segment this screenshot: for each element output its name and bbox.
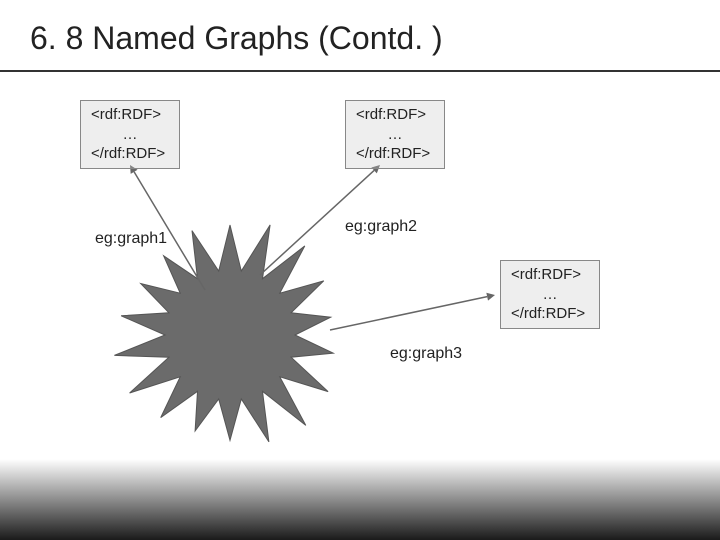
arrows-group bbox=[130, 165, 495, 330]
rdf-line: … bbox=[91, 125, 169, 145]
rdf-line: … bbox=[356, 125, 434, 145]
rdf-box-1: <rdf:RDF> … </rdf:RDF> bbox=[80, 100, 180, 169]
rdf-box-3: <rdf:RDF> … </rdf:RDF> bbox=[500, 260, 600, 329]
diagram-svg bbox=[0, 0, 720, 540]
graph-label-1: eg:graph1 bbox=[95, 230, 167, 248]
rdf-line: <rdf:RDF> bbox=[91, 105, 169, 125]
rdf-line: </rdf:RDF> bbox=[356, 144, 434, 164]
rdf-line: </rdf:RDF> bbox=[511, 304, 589, 324]
rdf-line: <rdf:RDF> bbox=[511, 265, 589, 285]
rdf-line: … bbox=[511, 285, 589, 305]
rdf-box-2: <rdf:RDF> … </rdf:RDF> bbox=[345, 100, 445, 169]
slide: 6. 8 Named Graphs (Contd. ) <rdf:RDF> … … bbox=[0, 0, 720, 540]
page-title: 6. 8 Named Graphs (Contd. ) bbox=[30, 20, 443, 57]
graph-label-2: eg:graph2 bbox=[345, 218, 417, 236]
graph-label-3: eg:graph3 bbox=[390, 345, 462, 363]
starburst-shape bbox=[114, 225, 333, 442]
rdf-line: <rdf:RDF> bbox=[356, 105, 434, 125]
title-underline bbox=[0, 70, 720, 72]
rdf-line: </rdf:RDF> bbox=[91, 144, 169, 164]
